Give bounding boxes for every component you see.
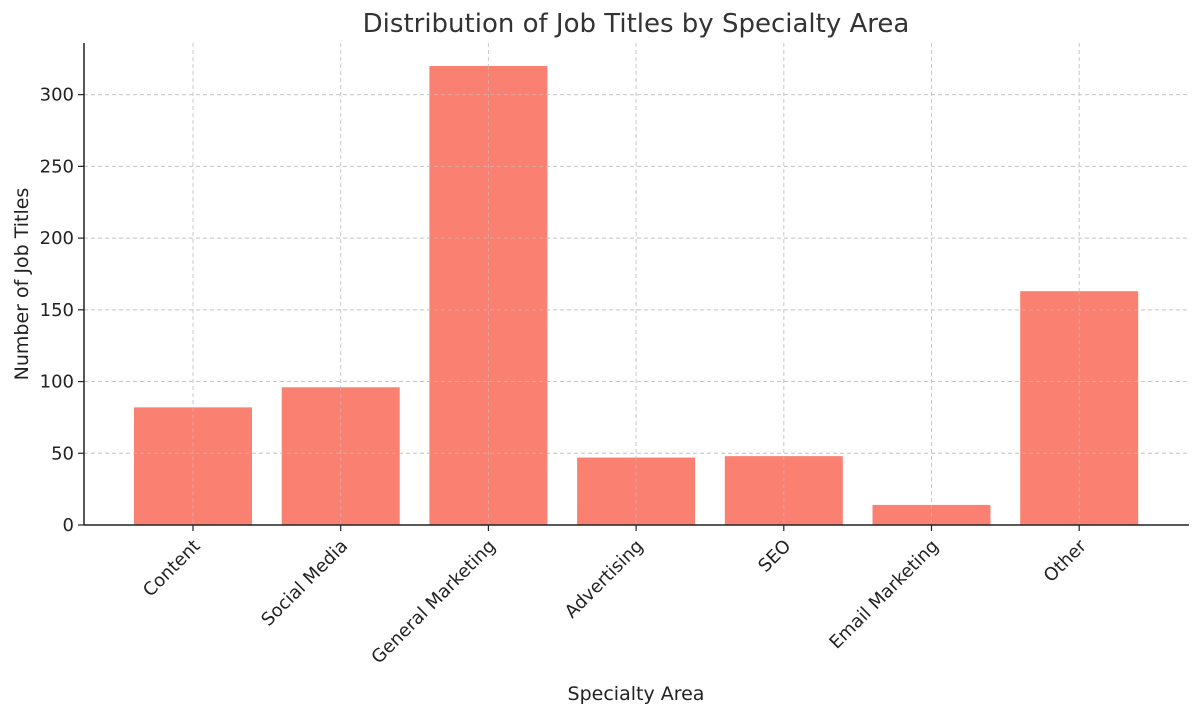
y-tick-label: 200 xyxy=(40,228,74,249)
x-tick-label: Advertising xyxy=(561,536,648,623)
x-tick-label: Social Media xyxy=(257,536,352,631)
y-axis-label: Number of Job Titles xyxy=(11,188,33,381)
x-axis-ticks: Content Social Media General Marketing Adve… xyxy=(139,525,1091,668)
chart-title: Distribution of Job Titles by Specialty … xyxy=(363,9,910,39)
x-tick-label: Email Marketing xyxy=(825,536,943,654)
x-tick-label: Other xyxy=(1040,535,1091,586)
y-axis-ticks: 0 50 100 150 200 250 300 xyxy=(40,85,84,536)
y-tick-label: 0 xyxy=(63,515,74,536)
bars xyxy=(84,65,1189,525)
bar-social-media xyxy=(281,387,400,525)
x-tick-label: SEO xyxy=(754,536,795,577)
x-axis-label: Specialty Area xyxy=(568,683,705,705)
y-tick-label: 150 xyxy=(40,300,74,321)
y-tick-label: 50 xyxy=(51,443,74,464)
grid-overlay xyxy=(84,65,1189,525)
y-tick-label: 100 xyxy=(40,372,74,393)
x-tick-label: General Marketing xyxy=(367,536,499,668)
x-tick-label: Content xyxy=(139,536,204,601)
bar-general-marketing xyxy=(429,65,548,525)
y-tick-label: 300 xyxy=(40,85,74,106)
y-tick-label: 250 xyxy=(40,156,74,177)
